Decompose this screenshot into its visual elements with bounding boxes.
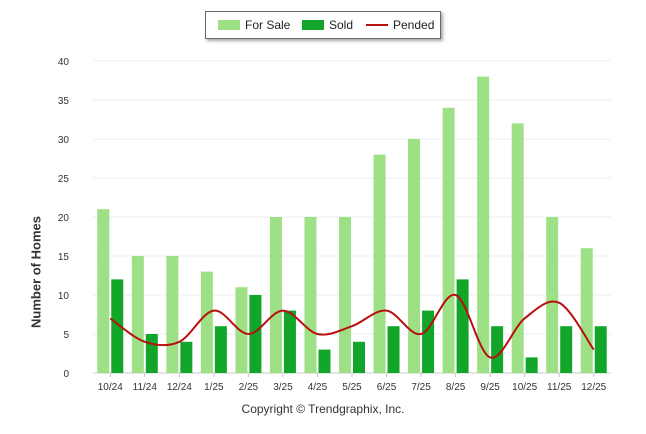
y-tick-label-30: 30	[58, 135, 70, 146]
bar-sold-8	[387, 326, 400, 373]
legend-swatch-pended	[366, 24, 388, 26]
legend-item-for-sale[interactable]: For Sale	[218, 12, 290, 38]
bar-sold-1	[145, 334, 158, 373]
bar-for-sale-1	[131, 256, 144, 373]
x-tick-label-10: 8/25	[446, 382, 466, 393]
x-tick-label-0: 10/24	[98, 382, 123, 393]
bar-sold-7	[353, 341, 365, 373]
bar-sold-0	[111, 279, 124, 373]
x-tick-label-11: 9/25	[480, 382, 500, 393]
bar-for-sale-3	[200, 271, 213, 373]
y-tick-label-25: 25	[58, 174, 70, 185]
y-tick-label-10: 10	[58, 291, 70, 302]
bar-sold-2	[180, 341, 193, 373]
bar-for-sale-5	[269, 217, 282, 373]
bar-for-sale-13	[546, 217, 559, 373]
bar-for-sale-4	[235, 287, 248, 373]
x-tick-label-2: 12/24	[167, 382, 192, 393]
x-tick-label-3: 1/25	[204, 382, 224, 393]
line-pended	[109, 293, 595, 359]
bar-sold-11	[491, 326, 504, 373]
y-tick-label-20: 20	[58, 213, 70, 224]
bar-sold-12	[525, 357, 538, 373]
x-tick-label-14: 12/25	[581, 382, 606, 393]
bar-for-sale-11	[477, 76, 490, 373]
bar-for-sale-0	[97, 209, 110, 373]
legend-swatch-for-sale	[218, 20, 240, 30]
bar-sold-3	[214, 326, 227, 373]
legend: For Sale Sold Pended	[205, 11, 441, 39]
bar-for-sale-7	[339, 217, 351, 373]
x-tick-label-12: 10/25	[512, 382, 537, 393]
x-tick-label-4: 2/25	[239, 382, 259, 393]
x-tick-label-8: 6/25	[377, 382, 397, 393]
y-tick-label-35: 35	[58, 96, 70, 107]
y-tick-label-40: 40	[58, 57, 70, 68]
legend-label-pended: Pended	[393, 18, 435, 32]
x-tick-label-7: 5/25	[342, 382, 362, 393]
bar-for-sale-6	[304, 217, 317, 373]
copyright-text: Copyright © Trendgraphix, Inc.	[241, 402, 405, 416]
y-tick-label-5: 5	[63, 330, 69, 341]
bar-for-sale-2	[166, 256, 179, 373]
legend-swatch-sold	[302, 20, 324, 30]
bar-sold-9	[422, 310, 435, 373]
legend-item-sold[interactable]: Sold	[302, 12, 353, 38]
bar-for-sale-12	[511, 123, 524, 374]
x-tick-label-13: 11/25	[547, 382, 572, 393]
y-tick-label-15: 15	[58, 252, 70, 263]
legend-item-pended[interactable]: Pended	[366, 12, 434, 38]
bar-sold-14	[594, 326, 607, 373]
x-tick-label-9: 7/25	[411, 382, 431, 393]
bar-for-sale-8	[373, 154, 386, 373]
bar-for-sale-9	[408, 139, 421, 373]
x-tick-label-1: 11/24	[133, 382, 158, 393]
bar-sold-13	[560, 326, 573, 373]
legend-label-for-sale: For Sale	[245, 18, 291, 32]
legend-label-sold: Sold	[329, 18, 354, 32]
bar-for-sale-10	[442, 107, 455, 374]
bar-sold-5	[283, 310, 296, 373]
x-tick-label-6: 4/25	[308, 382, 328, 393]
bar-sold-10	[456, 279, 469, 373]
bar-sold-4	[249, 295, 262, 373]
y-tick-label-0: 0	[63, 369, 69, 380]
bar-for-sale-14	[580, 248, 593, 373]
bar-sold-6	[318, 349, 331, 373]
x-tick-label-5: 3/25	[273, 382, 293, 393]
